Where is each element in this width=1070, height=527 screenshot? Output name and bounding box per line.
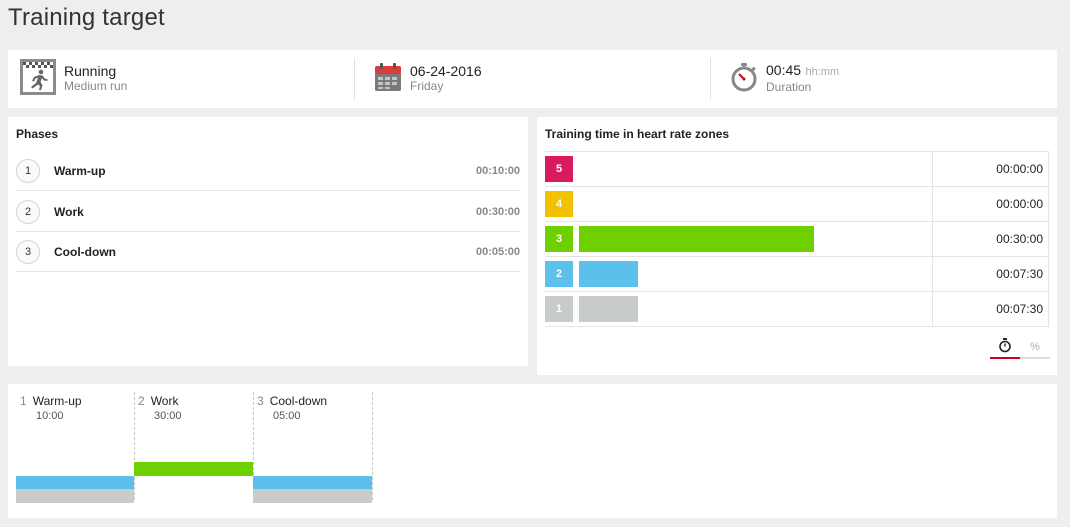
- zone-bar: [579, 296, 638, 322]
- sport-summary: Running Medium run: [20, 58, 127, 100]
- heart-rate-zones-card: Training time in heart rate zones 5 00:0…: [537, 117, 1057, 375]
- zone-row: 3 00:30:00: [545, 222, 1049, 257]
- zone-row: 1 00:07:30: [545, 292, 1049, 327]
- phase-number: 2: [16, 199, 40, 224]
- timeline-phase-name: Cool-down: [269, 394, 328, 408]
- timeline-phase-label: 1 Warm-up 10:00: [20, 394, 82, 424]
- zone-time: 00:07:30: [996, 302, 1043, 316]
- phase-timeline-card: 1 Warm-up 10:00 2 Work 30:00 3 Cool-down 05…: [8, 384, 1057, 518]
- phase-row[interactable]: 2 Work 00:30:00: [16, 192, 520, 232]
- duration-label: Duration: [766, 80, 812, 94]
- duration-summary: 00:45 hh:mm Duration: [730, 58, 839, 100]
- stopwatch-icon: [998, 338, 1012, 356]
- zone-row: 5 00:00:00: [545, 152, 1049, 187]
- timeline-zone-bar: [253, 476, 372, 490]
- timeline-phase-number: 1: [20, 394, 27, 408]
- summary-card: Running Medium run 06-24-2016 Friday: [8, 50, 1057, 108]
- phase-duration: 00:30:00: [475, 205, 520, 218]
- timeline-divider: [134, 392, 135, 500]
- time-toggle-button[interactable]: [990, 337, 1020, 359]
- zone-time: 00:30:00: [996, 232, 1043, 246]
- date-summary: 06-24-2016 Friday: [374, 58, 482, 100]
- phase-name: Work: [54, 204, 84, 219]
- phase-duration: 00:05:00: [475, 245, 520, 258]
- phase-row[interactable]: 1 Warm-up 00:10:00: [16, 151, 520, 191]
- sport-type: Medium run: [64, 79, 128, 93]
- zone-row: 2 00:07:30: [545, 257, 1049, 292]
- zone-bar: [579, 261, 638, 287]
- percent-toggle-button[interactable]: %: [1020, 337, 1050, 359]
- phases-title: Phases: [16, 127, 59, 141]
- timeline-zone-bar: [253, 489, 372, 503]
- phase-name: Cool-down: [54, 244, 116, 259]
- phase-number: 1: [16, 158, 40, 183]
- zone-time: 00:00:00: [996, 197, 1043, 211]
- duration-value: 00:45: [766, 62, 802, 78]
- zones-table: 5 00:00:00 4 00:00:00 3 00:30:00 2 00:07…: [545, 151, 1049, 327]
- date-weekday: Friday: [410, 79, 444, 93]
- date-value: 06-24-2016: [410, 63, 482, 79]
- timeline-phase-duration: 05:00: [273, 410, 301, 422]
- stopwatch-icon: [730, 62, 758, 97]
- calendar-icon: [374, 62, 402, 97]
- duration-unit: hh:mm: [805, 66, 840, 78]
- zone-badge: 4: [545, 191, 573, 217]
- timeline-phase-name: Work: [150, 394, 179, 408]
- zone-badge: 5: [545, 156, 573, 182]
- timeline-phase-name: Warm-up: [32, 394, 82, 408]
- timeline-phase-label: 2 Work 30:00: [138, 394, 182, 424]
- zone-badge: 3: [545, 226, 573, 252]
- timeline-phase-duration: 10:00: [36, 410, 64, 422]
- timeline-zone-bar: [16, 476, 134, 490]
- divider: [710, 58, 711, 100]
- page-title: Training target: [8, 4, 165, 31]
- phases-card: Phases 1 Warm-up 00:10:00 2 Work 00:30:0…: [8, 117, 528, 366]
- zone-time: 00:07:30: [996, 267, 1043, 281]
- phase-number: 3: [16, 239, 40, 264]
- phase-name: Warm-up: [54, 163, 106, 178]
- timeline-zone-bar: [16, 489, 134, 503]
- zone-bar: [579, 226, 814, 252]
- timeline-phase-number: 3: [257, 394, 264, 408]
- divider: [354, 58, 355, 100]
- phase-row[interactable]: 3 Cool-down 00:05:00: [16, 232, 520, 272]
- timeline-zone-bar: [134, 462, 253, 476]
- timeline-phase-label: 3 Cool-down 05:00: [257, 394, 327, 424]
- sport-name: Running: [64, 63, 117, 79]
- timeline-divider: [253, 392, 254, 500]
- running-icon: [20, 58, 56, 100]
- timeline-divider: [372, 392, 373, 500]
- zone-time: 00:00:00: [996, 162, 1043, 176]
- phase-duration: 00:10:00: [475, 164, 520, 177]
- zone-badge: 1: [545, 296, 573, 322]
- timeline-phase-duration: 30:00: [154, 410, 182, 422]
- zone-row: 4 00:00:00: [545, 187, 1049, 222]
- zones-title: Training time in heart rate zones: [545, 127, 730, 141]
- zone-badge: 2: [545, 261, 573, 287]
- timeline-phase-number: 2: [138, 394, 145, 408]
